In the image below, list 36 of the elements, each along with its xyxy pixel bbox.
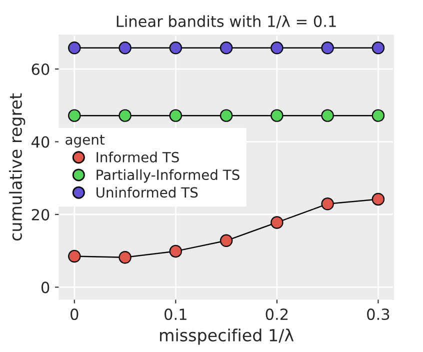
y-tick-label: 40 <box>32 136 50 148</box>
point <box>321 42 334 54</box>
point <box>270 42 284 54</box>
y-tick-label: 20 <box>32 208 50 220</box>
point <box>220 42 233 54</box>
y-tick-label: 60 <box>32 63 50 76</box>
point <box>372 192 385 206</box>
point <box>68 250 81 263</box>
point <box>321 198 334 210</box>
point <box>118 251 132 264</box>
x-tick-label: 0.1 <box>164 308 186 320</box>
point <box>270 216 284 229</box>
y-axis-title: cumulative regret <box>9 93 26 241</box>
point <box>169 42 182 54</box>
point <box>68 109 81 122</box>
legend-label: Partially-Informed TS <box>96 169 240 183</box>
legend-label: Uninformed TS <box>96 186 198 198</box>
point <box>169 244 182 258</box>
x-tick-label: 0 <box>70 308 78 320</box>
point <box>220 109 233 122</box>
y-tick-label: 0 <box>41 282 50 294</box>
point <box>270 109 284 122</box>
point <box>321 109 334 122</box>
point <box>118 109 132 122</box>
point <box>68 42 81 54</box>
point <box>118 42 132 54</box>
legend-label: Informed TS <box>96 152 179 162</box>
chart-title: Linear bandits with 1/λ = 0.1 <box>116 15 336 28</box>
point <box>169 109 182 122</box>
point <box>220 234 233 248</box>
x-axis-title: misspecified 1/λ <box>160 328 294 345</box>
x-tick-label: 0.3 <box>367 308 390 320</box>
legend-title: agent <box>66 134 105 148</box>
point <box>372 109 385 122</box>
point <box>372 42 385 54</box>
x-tick-label: 0.2 <box>266 308 288 320</box>
